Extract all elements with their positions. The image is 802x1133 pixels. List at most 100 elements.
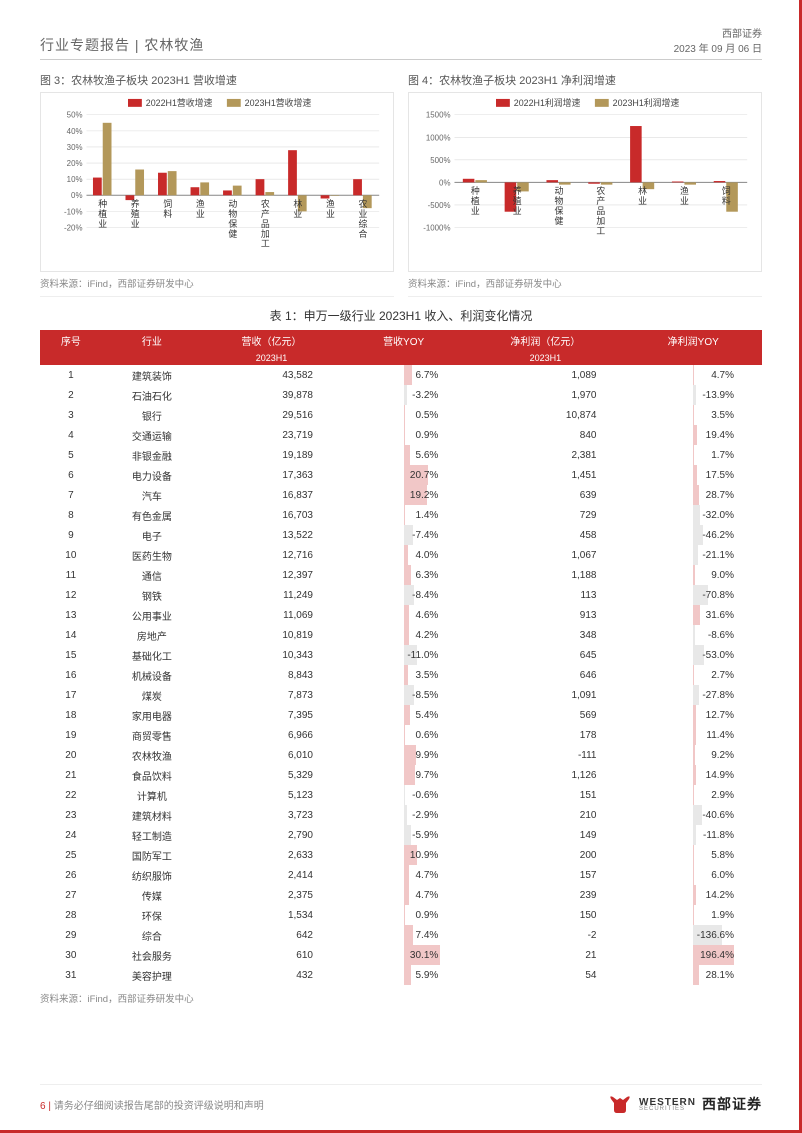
svg-text:殖: 殖 <box>131 208 140 219</box>
svg-text:综: 综 <box>358 218 367 229</box>
cell-rev-yoy: 0.6% <box>341 725 466 745</box>
svg-text:渔: 渔 <box>326 199 335 209</box>
table-col-header: 行业 <box>102 330 202 351</box>
cell-rev-yoy: 4.6% <box>341 605 466 625</box>
cell-ind: 商贸零售 <box>102 725 202 745</box>
cell-np: 569 <box>466 705 624 725</box>
chart-4-box: 图 4：农林牧渔子板块 2023H1 净利润增速 2022H1利润增速2023H… <box>408 72 762 297</box>
footer-left: 6 | 请务必仔细阅读报告尾部的投资评级说明和声明 <box>40 1097 264 1112</box>
svg-text:农: 农 <box>261 198 270 209</box>
svg-text:业: 业 <box>358 209 367 219</box>
svg-text:2023H1营收增速: 2023H1营收增速 <box>245 97 312 108</box>
svg-text:0%: 0% <box>71 191 82 200</box>
cell-n: 2 <box>40 385 102 405</box>
cell-np-yoy: 28.7% <box>624 485 762 505</box>
page-number: 6 <box>40 1101 46 1112</box>
cell-np: 2,381 <box>466 445 624 465</box>
cell-np: 1,970 <box>466 385 624 405</box>
cell-n: 10 <box>40 545 102 565</box>
svg-text:500%: 500% <box>430 156 450 165</box>
table-row: 2石油石化39,878-3.2%1,970-13.9% <box>40 385 762 405</box>
cell-np: 840 <box>466 425 624 445</box>
table-row: 31美容护理4325.9%5428.1% <box>40 965 762 985</box>
cell-rev-yoy: 3.5% <box>341 665 466 685</box>
header-right: 西部证券 2023 年 09 月 06 日 <box>674 25 762 55</box>
cell-rev-yoy: 1.4% <box>341 505 466 525</box>
svg-text:林: 林 <box>293 198 302 209</box>
cell-n: 13 <box>40 605 102 625</box>
cell-rev: 2,633 <box>202 845 341 865</box>
cell-rev-yoy: 4.7% <box>341 885 466 905</box>
table-col-header: 净利润（亿元） <box>466 330 624 351</box>
svg-text:业: 业 <box>131 219 140 229</box>
table-title: 表 1：申万一级行业 2023H1 收入、利润变化情况 <box>40 307 762 324</box>
cell-np: 1,126 <box>466 765 624 785</box>
cell-np: 1,091 <box>466 685 624 705</box>
table-row: 11通信12,3976.3%1,1889.0% <box>40 565 762 585</box>
svg-text:业: 业 <box>196 209 205 219</box>
cell-rev-yoy: 9.9% <box>341 745 466 765</box>
cell-rev-yoy: -8.5% <box>341 685 466 705</box>
cell-ind: 农林牧渔 <box>102 745 202 765</box>
cell-np-yoy: 14.9% <box>624 765 762 785</box>
svg-text:业: 业 <box>680 196 689 206</box>
table-row: 4交通运输23,7190.9%84019.4% <box>40 425 762 445</box>
cell-ind: 综合 <box>102 925 202 945</box>
bull-icon <box>607 1093 633 1115</box>
cell-rev: 7,395 <box>202 705 341 725</box>
table-col-subheader <box>624 351 762 365</box>
cell-rev: 10,819 <box>202 625 341 645</box>
table-row: 14房地产10,8194.2%348-8.6% <box>40 625 762 645</box>
cell-np-yoy: 28.1% <box>624 965 762 985</box>
svg-text:健: 健 <box>228 229 237 239</box>
svg-text:养: 养 <box>131 198 140 209</box>
svg-text:饲: 饲 <box>722 185 731 196</box>
table-row: 6电力设备17,36320.7%1,45117.5% <box>40 465 762 485</box>
cell-np: 151 <box>466 785 624 805</box>
cell-rev: 43,582 <box>202 365 341 385</box>
cell-rev: 16,703 <box>202 505 341 525</box>
cell-ind: 环保 <box>102 905 202 925</box>
svg-text:保: 保 <box>228 218 237 229</box>
table-row: 15基础化工10,343-11.0%645-53.0% <box>40 645 762 665</box>
cell-rev-yoy: 10.9% <box>341 845 466 865</box>
cell-ind: 非银金融 <box>102 445 202 465</box>
cell-ind: 传媒 <box>102 885 202 905</box>
svg-text:保: 保 <box>555 205 564 216</box>
svg-text:40%: 40% <box>67 127 83 136</box>
cell-np: 149 <box>466 825 624 845</box>
cell-np: 150 <box>466 905 624 925</box>
cell-np: 10,874 <box>466 405 624 425</box>
svg-text:-20%: -20% <box>64 223 82 232</box>
cell-np: -2 <box>466 925 624 945</box>
cell-rev: 10,343 <box>202 645 341 665</box>
cell-rev: 2,414 <box>202 865 341 885</box>
table-row: 17煤炭7,873-8.5%1,091-27.8% <box>40 685 762 705</box>
table-body: 1建筑装饰43,5826.7%1,0894.7%2石油石化39,878-3.2%… <box>40 365 762 985</box>
cell-ind: 钢铁 <box>102 585 202 605</box>
table-col-subheader: 2023H1 <box>466 351 624 365</box>
chart-4-source: 资料来源：iFind，西部证券研发中心 <box>408 276 762 297</box>
cell-n: 3 <box>40 405 102 425</box>
cell-rev: 11,249 <box>202 585 341 605</box>
svg-text:50%: 50% <box>67 111 83 120</box>
table-row: 18家用电器7,3955.4%56912.7% <box>40 705 762 725</box>
svg-text:渔: 渔 <box>196 199 205 209</box>
cell-n: 9 <box>40 525 102 545</box>
cell-n: 14 <box>40 625 102 645</box>
cell-rev-yoy: -3.2% <box>341 385 466 405</box>
cell-n: 25 <box>40 845 102 865</box>
cell-n: 21 <box>40 765 102 785</box>
svg-text:健: 健 <box>555 216 564 226</box>
table-row: 20农林牧渔6,0109.9%-1119.2% <box>40 745 762 765</box>
cell-rev: 17,363 <box>202 465 341 485</box>
cell-rev: 6,010 <box>202 745 341 765</box>
cell-rev-yoy: 6.7% <box>341 365 466 385</box>
cell-rev: 432 <box>202 965 341 985</box>
cell-np: 113 <box>466 585 624 605</box>
cell-n: 20 <box>40 745 102 765</box>
cell-np: 729 <box>466 505 624 525</box>
cell-rev: 2,790 <box>202 825 341 845</box>
table-row: 8有色金属16,7031.4%729-32.0% <box>40 505 762 525</box>
svg-text:殖: 殖 <box>513 195 522 206</box>
